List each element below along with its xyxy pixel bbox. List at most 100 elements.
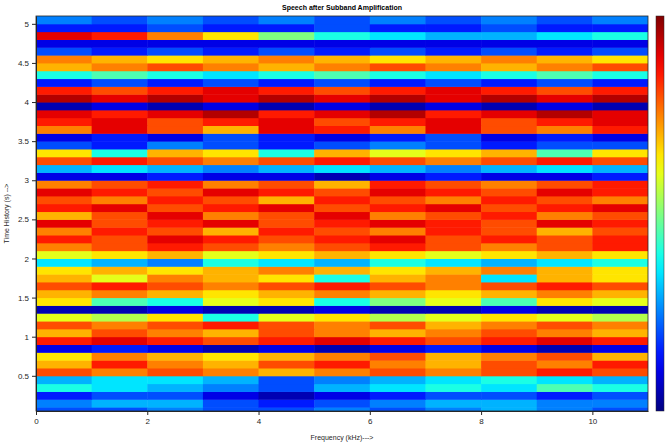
- cell: [259, 165, 315, 173]
- chart: 02468100.511.522.533.544.55Speech after …: [0, 0, 670, 445]
- cell: [592, 360, 648, 368]
- cell: [481, 118, 537, 126]
- y-tick-label: 1: [25, 333, 30, 342]
- cell: [36, 24, 92, 32]
- cell: [537, 86, 593, 94]
- cell: [370, 94, 426, 102]
- cell: [147, 305, 203, 313]
- cell: [537, 165, 593, 173]
- cell: [370, 165, 426, 173]
- cell: [481, 243, 537, 251]
- cell: [481, 172, 537, 180]
- y-axis: 0.511.522.533.544.55: [18, 17, 37, 412]
- cell: [370, 79, 426, 87]
- cell: [481, 71, 537, 79]
- cell: [259, 149, 315, 157]
- cell: [92, 55, 148, 63]
- cell: [92, 266, 148, 274]
- cell: [147, 180, 203, 188]
- cell: [92, 243, 148, 251]
- cell: [537, 55, 593, 63]
- cell: [259, 352, 315, 360]
- cell: [370, 16, 426, 24]
- cell: [592, 384, 648, 392]
- cell: [203, 290, 259, 298]
- cell: [203, 212, 259, 220]
- colorbar: [656, 16, 664, 411]
- cell: [259, 110, 315, 118]
- cell: [92, 165, 148, 173]
- cell: [147, 321, 203, 329]
- cell: [259, 391, 315, 399]
- cell: [147, 32, 203, 40]
- cell: [481, 188, 537, 196]
- cell: [537, 172, 593, 180]
- cell: [481, 407, 537, 411]
- cell: [36, 126, 92, 134]
- cell: [314, 384, 370, 392]
- cell: [147, 290, 203, 298]
- cell: [147, 188, 203, 196]
- cell: [370, 329, 426, 337]
- cell: [425, 407, 481, 411]
- cell: [592, 157, 648, 165]
- cell: [92, 235, 148, 243]
- cell: [537, 204, 593, 212]
- cell: [314, 63, 370, 71]
- cell: [259, 227, 315, 235]
- cell: [36, 399, 92, 407]
- cell: [592, 376, 648, 384]
- cell: [203, 102, 259, 110]
- cell: [370, 282, 426, 290]
- cell: [425, 204, 481, 212]
- cell: [36, 313, 92, 321]
- cell: [203, 266, 259, 274]
- cell: [92, 399, 148, 407]
- cell: [314, 266, 370, 274]
- cell: [537, 337, 593, 345]
- cell: [36, 149, 92, 157]
- cell: [92, 219, 148, 227]
- cell: [592, 337, 648, 345]
- cell: [147, 368, 203, 376]
- cell: [92, 94, 148, 102]
- cell: [314, 235, 370, 243]
- cell: [592, 282, 648, 290]
- cell: [259, 313, 315, 321]
- cell: [36, 407, 92, 411]
- cell: [36, 329, 92, 337]
- cell: [259, 305, 315, 313]
- cell: [314, 368, 370, 376]
- cell: [481, 298, 537, 306]
- cell: [370, 126, 426, 134]
- cell: [592, 290, 648, 298]
- cell: [537, 102, 593, 110]
- cell: [36, 352, 92, 360]
- cell: [259, 86, 315, 94]
- cell: [537, 352, 593, 360]
- y-tick-mark: [32, 258, 36, 259]
- cell: [592, 118, 648, 126]
- cell: [537, 180, 593, 188]
- cell: [36, 86, 92, 94]
- cell: [370, 212, 426, 220]
- cell: [425, 118, 481, 126]
- x-tick-label: 4: [257, 417, 262, 426]
- cell: [203, 352, 259, 360]
- cell: [425, 243, 481, 251]
- y-tick-label: 5: [25, 20, 30, 29]
- x-tick: 10: [588, 411, 597, 426]
- cell: [370, 172, 426, 180]
- cell: [537, 141, 593, 149]
- cell: [259, 94, 315, 102]
- cell: [425, 133, 481, 141]
- cell: [592, 266, 648, 274]
- cell: [314, 47, 370, 55]
- cell: [36, 118, 92, 126]
- cell: [537, 16, 593, 24]
- cell: [481, 39, 537, 47]
- cell: [36, 141, 92, 149]
- cell: [592, 329, 648, 337]
- cell: [370, 251, 426, 259]
- cell: [147, 157, 203, 165]
